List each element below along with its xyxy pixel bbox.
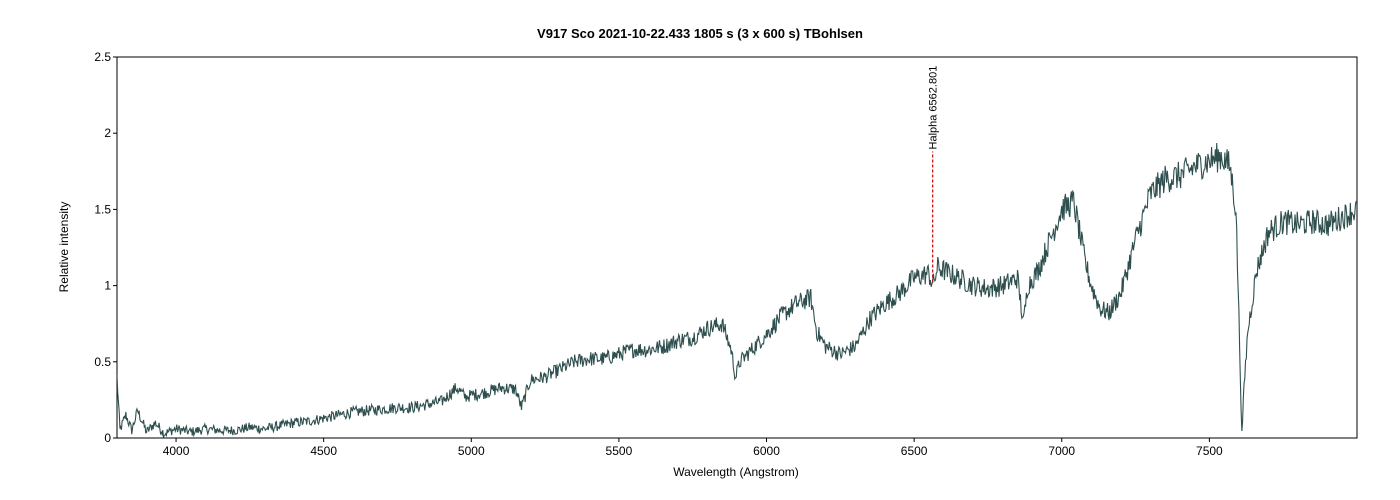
- x-tick-label: 5500: [606, 444, 633, 458]
- x-tick-label: 7000: [1048, 444, 1075, 458]
- y-tick-label: 2: [104, 126, 111, 140]
- annotation-layer: Halpha 6562.801: [928, 66, 940, 283]
- y-axis-label: Relative intensity: [57, 202, 71, 293]
- x-tick-label: 6000: [753, 444, 780, 458]
- x-tick-label: 6500: [901, 444, 928, 458]
- spectrum-line: [117, 142, 1357, 438]
- x-tick-label: 4000: [163, 444, 190, 458]
- x-axis-label: Wavelength (Angstrom): [673, 465, 799, 479]
- series-layer: [117, 142, 1357, 438]
- y-axis-ticks: 0 0.5 1 1.5 2 2.5: [94, 50, 117, 445]
- halpha-label: Halpha 6562.801: [928, 66, 940, 150]
- x-tick-label: 7500: [1196, 444, 1223, 458]
- chart-title: V917 Sco 2021-10-22.433 1805 s (3 x 600 …: [537, 26, 863, 41]
- y-tick-label: 2.5: [94, 50, 111, 64]
- plot-area-frame: [116, 56, 1358, 439]
- y-tick-label: 1.5: [94, 202, 111, 216]
- x-tick-label: 5000: [458, 444, 485, 458]
- y-tick-label: 0.5: [94, 355, 111, 369]
- y-tick-label: 0: [104, 431, 111, 445]
- x-axis-ticks: 4000 4500 5000 5500 6000 6500 7000 7500: [163, 438, 1223, 458]
- y-tick-label: 1: [104, 279, 111, 293]
- x-tick-label: 4500: [310, 444, 337, 458]
